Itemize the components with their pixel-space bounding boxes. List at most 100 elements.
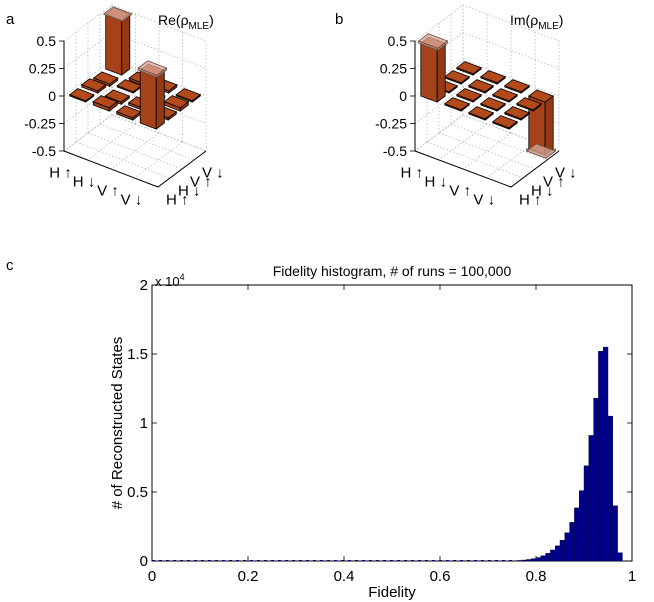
row-basis-label: H ↑ xyxy=(401,165,424,182)
row-basis-label: V ↓ xyxy=(121,192,143,209)
x-tick-label: 0.6 xyxy=(430,568,451,585)
col-basis-label: H ↓ xyxy=(531,183,554,200)
z-tick-label: -0.25 xyxy=(24,116,56,132)
col-basis-label: H ↓ xyxy=(178,183,201,200)
histogram-bar xyxy=(535,557,541,562)
row-basis-label: H ↑ xyxy=(49,165,72,182)
x-tick-label: 0.2 xyxy=(238,568,259,585)
col-basis-label: V ↑ xyxy=(543,174,565,191)
data-bar xyxy=(479,70,507,85)
histogram-bar xyxy=(583,465,589,562)
data-bar xyxy=(104,89,131,106)
histogram-bar xyxy=(603,346,609,562)
data-bar xyxy=(115,105,142,121)
z-tick-label: 0.25 xyxy=(29,61,56,77)
histogram-bars xyxy=(152,346,623,562)
histogram-bar xyxy=(579,490,585,562)
bars xyxy=(68,6,202,130)
histogram-bar xyxy=(588,435,594,562)
histogram-bar xyxy=(531,558,537,562)
histogram-bar xyxy=(521,559,527,562)
histogram-axes-box xyxy=(151,284,633,562)
ideal-ghost-bar xyxy=(102,6,133,22)
data-bar xyxy=(104,7,131,76)
data-bar xyxy=(491,115,519,130)
panel-c-label: c xyxy=(6,257,14,274)
x-tick-label: 0 xyxy=(148,568,156,585)
data-bar xyxy=(527,89,555,156)
ideal-ghost-bar xyxy=(525,143,557,159)
panel-b-label: b xyxy=(335,11,343,28)
data-bar xyxy=(92,71,119,88)
data-bar xyxy=(92,95,119,112)
col-basis-label: V ↓ xyxy=(555,165,577,182)
col-basis-label: V ↑ xyxy=(190,174,212,191)
y-tick-label: 1 xyxy=(140,415,148,432)
histogram-bar xyxy=(550,549,556,562)
panel-a-label: a xyxy=(6,11,15,28)
histogram-bar xyxy=(545,553,551,562)
panel-b-3d-bar-chart: 0.50.250-0.25-0.5H ↑H ↓V ↑V ↓ H ↑H ↓V ↑V … xyxy=(375,4,577,209)
y-tick-label: 0 xyxy=(140,553,148,570)
data-bar xyxy=(116,79,143,94)
z-tick-label: 0.25 xyxy=(380,61,407,77)
histogram-bar xyxy=(516,560,522,562)
data-bar xyxy=(515,97,543,112)
histogram-bar xyxy=(612,505,618,562)
panel-a-3d-bar-chart: 0.50.250-0.25-0.5H ↑H ↓V ↑V ↓ H ↑H ↓V ↑V … xyxy=(24,4,224,209)
histogram-xlabel: Fidelity xyxy=(368,584,416,601)
col-basis-label: V ↓ xyxy=(202,165,224,182)
row-basis-label: V ↑ xyxy=(449,183,471,200)
data-bar xyxy=(443,70,471,85)
x-tick-label: 0.4 xyxy=(334,568,355,585)
data-bar xyxy=(503,106,531,121)
z-tick-label: 0.5 xyxy=(37,33,57,49)
data-bar xyxy=(491,88,519,103)
x-tick-label: 1 xyxy=(628,568,636,585)
histogram-ylabel: # of Reconstructed States xyxy=(109,337,126,510)
histogram-bar xyxy=(598,351,604,562)
data-bar xyxy=(175,88,202,103)
histogram-bar xyxy=(559,540,565,562)
col-basis-label: H ↑ xyxy=(166,192,189,209)
histogram-bar xyxy=(564,532,570,562)
histogram-bar xyxy=(540,555,546,562)
y-tick-label: 2 xyxy=(140,277,148,294)
z-tick-label: -0.25 xyxy=(375,116,407,132)
bars xyxy=(417,33,557,159)
row-basis-label: V ↓ xyxy=(473,192,495,209)
row-basis-label: H ↓ xyxy=(73,174,96,191)
row-basis-label: H ↓ xyxy=(425,174,448,191)
data-bar xyxy=(443,97,471,112)
histogram-bar xyxy=(555,545,561,562)
data-bar xyxy=(455,88,483,103)
data-bar xyxy=(68,88,95,103)
data-bar xyxy=(503,79,531,94)
histogram-bar xyxy=(569,522,575,562)
z-tick-label: 0 xyxy=(399,88,407,104)
data-bar xyxy=(163,95,190,112)
panel-b-title: Im(ρMLE) xyxy=(510,12,563,32)
z-tick-label: -0.5 xyxy=(32,143,56,159)
ideal-ghost-bar xyxy=(137,60,168,79)
histogram-bar xyxy=(526,559,532,562)
z-tick-label: 0.5 xyxy=(388,33,408,49)
y-tick-label: 1.5 xyxy=(127,346,148,363)
histogram-title: Fidelity histogram, # of runs = 100,000 xyxy=(273,263,512,279)
histogram-bar xyxy=(617,552,623,562)
histogram-bar xyxy=(593,397,599,562)
histogram-ticks: 0 0.2 0.4 0.6 0.8 1 0 0.5 1 1.5 2 xyxy=(127,277,636,585)
z-tick-label: -0.5 xyxy=(383,143,407,159)
data-bar xyxy=(467,79,495,94)
z-tick-label: 0 xyxy=(48,88,56,104)
data-bar xyxy=(419,36,447,103)
y-tick-label: 0.5 xyxy=(127,484,148,501)
data-bar xyxy=(455,61,483,76)
panel-a-title: Re(ρMLE) xyxy=(158,12,214,32)
histogram-bar xyxy=(607,415,613,562)
histogram-scale-factor: x 104 xyxy=(155,272,185,289)
row-basis-label: V ↑ xyxy=(97,183,119,200)
col-basis-label: H ↑ xyxy=(519,192,542,209)
panel-c-histogram: Fidelity histogram, # of runs = 100,000 … xyxy=(109,263,636,601)
histogram-bar xyxy=(574,507,580,562)
